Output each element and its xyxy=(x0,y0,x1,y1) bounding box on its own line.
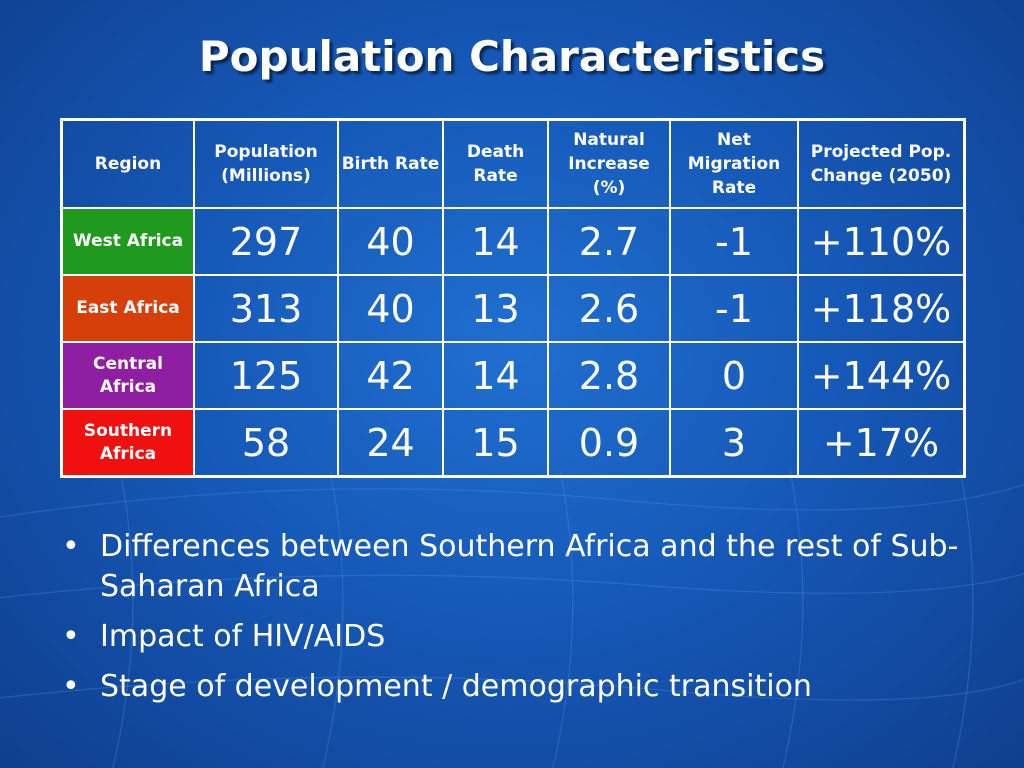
death-rate-cell: 14 xyxy=(442,207,549,276)
net-migration-cell: -1 xyxy=(669,207,799,276)
header-population: Population (Millions) xyxy=(193,118,339,209)
projected-change-cell: +118% xyxy=(797,274,966,343)
death-rate-cell: 15 xyxy=(442,408,549,478)
table-row: Southern Africa 58 24 15 0.9 3 +17% xyxy=(60,408,966,478)
population-table: Region Population (Millions) Birth Rate … xyxy=(60,118,966,478)
bullet-dot-icon: • xyxy=(62,619,80,654)
list-item: • Impact of HIV/AIDS xyxy=(62,617,982,657)
bullet-text: Stage of development / demographic trans… xyxy=(100,669,812,704)
population-cell: 297 xyxy=(193,207,339,276)
header-birth-rate: Birth Rate xyxy=(337,118,444,209)
population-cell: 313 xyxy=(193,274,339,343)
bullet-list: • Differences between Southern Africa an… xyxy=(62,527,982,717)
natural-increase-cell: 2.7 xyxy=(547,207,671,276)
slide-title: Population Characteristics xyxy=(198,32,826,81)
birth-rate-cell: 40 xyxy=(337,274,444,343)
list-item: • Differences between Southern Africa an… xyxy=(62,527,982,607)
natural-increase-cell: 2.6 xyxy=(547,274,671,343)
header-natural-increase: Natural Increase (%) xyxy=(547,118,671,209)
birth-rate-cell: 24 xyxy=(337,408,444,478)
bullet-text: Differences between Southern Africa and … xyxy=(100,529,959,604)
net-migration-cell: -1 xyxy=(669,274,799,343)
region-cell: Southern Africa xyxy=(60,408,195,478)
bullet-text: Impact of HIV/AIDS xyxy=(100,619,386,654)
net-migration-cell: 3 xyxy=(669,408,799,478)
list-item: • Stage of development / demographic tra… xyxy=(62,667,982,707)
header-region: Region xyxy=(60,118,195,209)
header-death-rate: Death Rate xyxy=(442,118,549,209)
population-cell: 58 xyxy=(193,408,339,478)
population-cell: 125 xyxy=(193,341,339,410)
net-migration-cell: 0 xyxy=(669,341,799,410)
projected-change-cell: +17% xyxy=(797,408,966,478)
birth-rate-cell: 42 xyxy=(337,341,444,410)
table-header-row: Region Population (Millions) Birth Rate … xyxy=(60,118,966,209)
death-rate-cell: 14 xyxy=(442,341,549,410)
bullet-dot-icon: • xyxy=(62,669,80,704)
table-row: East Africa 313 40 13 2.6 -1 +118% xyxy=(60,274,966,343)
bullet-dot-icon: • xyxy=(62,529,80,564)
header-projected-change: Projected Pop. Change (2050) xyxy=(797,118,966,209)
region-cell: West Africa xyxy=(60,207,195,276)
death-rate-cell: 13 xyxy=(442,274,549,343)
region-cell: East Africa xyxy=(60,274,195,343)
region-cell: Central Africa xyxy=(60,341,195,410)
projected-change-cell: +110% xyxy=(797,207,966,276)
natural-increase-cell: 2.8 xyxy=(547,341,671,410)
table-row: West Africa 297 40 14 2.7 -1 +110% xyxy=(60,207,966,276)
birth-rate-cell: 40 xyxy=(337,207,444,276)
natural-increase-cell: 0.9 xyxy=(547,408,671,478)
header-net-migration: Net Migration Rate xyxy=(669,118,799,209)
table-row: Central Africa 125 42 14 2.8 0 +144% xyxy=(60,341,966,410)
projected-change-cell: +144% xyxy=(797,341,966,410)
